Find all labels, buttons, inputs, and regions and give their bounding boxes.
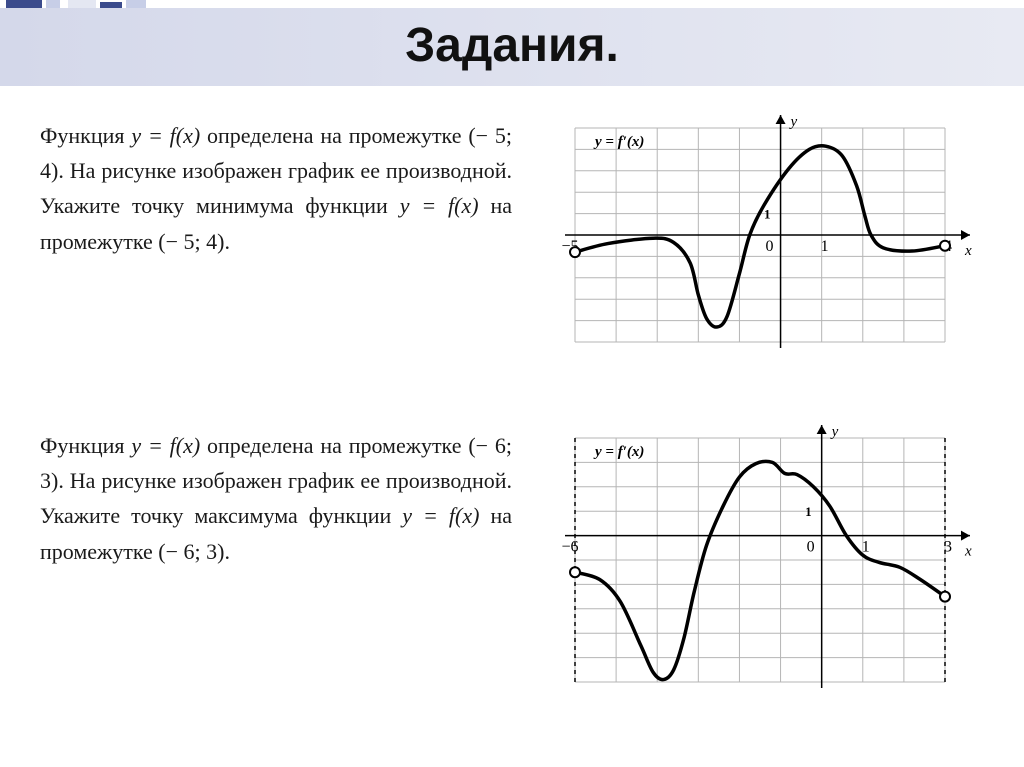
task-1-chart: −50141xyy = f′(x) — [520, 110, 1000, 360]
task-1: Функция y = f(x) определена на промежутк… — [0, 110, 1024, 360]
t: Функция — [40, 433, 131, 458]
svg-text:y: y — [830, 424, 839, 440]
chart-1-svg: −50141xyy = f′(x) — [545, 110, 975, 360]
svg-text:3: 3 — [944, 539, 952, 556]
task-2-chart: −60131xyy = f′(x) — [520, 420, 1000, 700]
svg-text:−6: −6 — [561, 539, 578, 556]
svg-text:0: 0 — [807, 539, 815, 556]
t: y = f(x) — [400, 193, 479, 218]
page-title: Задания. — [0, 18, 1024, 73]
t: Функция — [40, 123, 131, 148]
svg-text:y: y — [789, 114, 798, 130]
t: y = f(x) — [131, 123, 200, 148]
svg-text:x: x — [964, 544, 972, 560]
task-2-text: Функция y = f(x) определена на промежутк… — [0, 420, 520, 577]
svg-text:0: 0 — [766, 238, 774, 255]
t: определена на промежутке — [200, 433, 468, 458]
t: . — [224, 229, 230, 254]
t: . — [224, 539, 230, 564]
svg-text:x: x — [964, 243, 972, 259]
svg-text:y = f′(x): y = f′(x) — [593, 444, 644, 460]
svg-text:1: 1 — [764, 207, 771, 222]
svg-text:1: 1 — [805, 504, 812, 519]
chart-2-svg: −60131xyy = f′(x) — [545, 420, 975, 700]
content: Функция y = f(x) определена на промежутк… — [0, 100, 1024, 767]
svg-text:y = f′(x): y = f′(x) — [593, 134, 644, 150]
task-1-text: Функция y = f(x) определена на промежутк… — [0, 110, 520, 267]
svg-text:1: 1 — [821, 238, 829, 255]
task-2: Функция y = f(x) определена на промежутк… — [0, 420, 1024, 700]
t: (− 5; 4) — [158, 229, 224, 254]
t: y = f(x) — [131, 433, 200, 458]
t: (− 6; 3) — [158, 539, 224, 564]
t: определена на промежутке — [200, 123, 468, 148]
t: y = f(x) — [402, 503, 479, 528]
